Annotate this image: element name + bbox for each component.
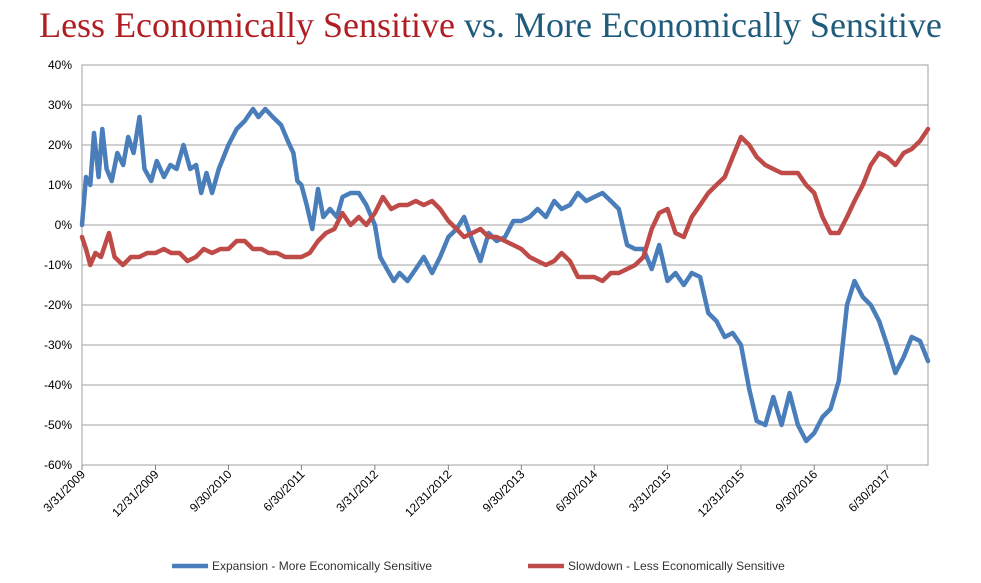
series-line-2	[79, 126, 931, 284]
y-tick-label: 30%	[48, 98, 72, 112]
chart-title-part2: vs. More Economically Sensitive	[464, 5, 942, 45]
x-tick-label: 6/30/2014	[553, 467, 601, 515]
legend-label-2: Slowdown - Less Economically Sensitive	[568, 559, 785, 573]
y-tick-label: -30%	[44, 338, 72, 352]
x-tick-label: 12/31/2012	[402, 467, 455, 520]
x-tick-label: 12/31/2015	[695, 467, 748, 520]
y-tick-label: 40%	[48, 58, 72, 72]
x-tick-label: 3/31/2015	[626, 467, 674, 515]
x-tick-label: 3/31/2012	[333, 467, 381, 515]
chart-title: Less Economically Sensitive vs. More Eco…	[0, 4, 981, 46]
y-tick-label: -40%	[44, 378, 72, 392]
x-tick-label: 3/31/2009	[40, 467, 88, 515]
x-tick-label: 12/31/2009	[109, 467, 162, 520]
legend-label-1: Expansion - More Economically Sensitive	[212, 559, 432, 573]
y-tick-label: -20%	[44, 298, 72, 312]
y-tick-label: -60%	[44, 458, 72, 472]
x-tick-label: 9/30/2010	[187, 467, 235, 515]
x-tick-label: 9/30/2016	[773, 467, 821, 515]
y-tick-label: 10%	[48, 178, 72, 192]
chart-title-part1: Less Economically Sensitive	[39, 5, 455, 45]
y-tick-label: -50%	[44, 418, 72, 432]
x-tick-label: 6/30/2011	[260, 467, 307, 514]
y-tick-label: 20%	[48, 138, 72, 152]
y-tick-label: 0%	[55, 218, 73, 232]
x-tick-label: 9/30/2013	[480, 467, 528, 515]
series-line-1	[79, 106, 931, 444]
y-tick-label: -10%	[44, 258, 72, 272]
x-tick-label: 6/30/2017	[846, 467, 894, 515]
